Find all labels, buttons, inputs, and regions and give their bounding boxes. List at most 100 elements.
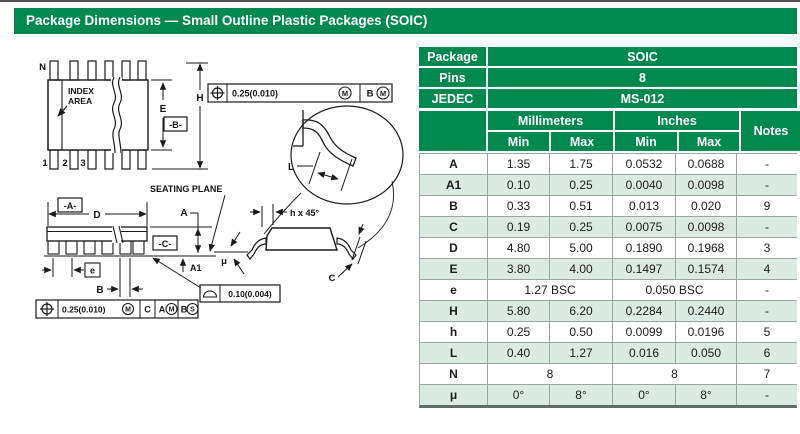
- top-divider: [0, 0, 800, 2]
- value-cell: 1.75: [550, 154, 612, 174]
- note-cell: -: [737, 301, 797, 321]
- end-view: h x 45° μ C: [214, 204, 367, 284]
- value-cell: 8°: [550, 385, 612, 405]
- value-cell: 0.050: [676, 343, 736, 363]
- note-cell: 6: [737, 343, 797, 363]
- fcf-bottom-mmc2: M: [169, 307, 175, 314]
- value-cell: 0.0532: [613, 154, 675, 174]
- table-row: Pins 8: [419, 68, 797, 87]
- value-cell: 0.25: [550, 217, 612, 237]
- table-row: Package SOIC: [419, 47, 797, 66]
- label-h45: h x 45°: [290, 208, 320, 218]
- label-pin1: 1: [42, 158, 48, 169]
- fcf-bottom-datum-c: C: [144, 305, 151, 315]
- page-title: Package Dimensions — Small Outline Plast…: [14, 8, 797, 34]
- note-cell: 3: [737, 238, 797, 258]
- value-cell: 0.1574: [676, 259, 736, 279]
- label-area: AREA: [68, 96, 92, 106]
- header-mm-max: Max: [551, 132, 613, 151]
- fcf-bottom-datum-b: B: [181, 305, 188, 315]
- value-cell: 0°: [488, 385, 549, 405]
- dimensions-table: Package SOIC Pins 8 JEDEC MS-012 Millime…: [419, 47, 800, 408]
- label-e-dim: E: [160, 104, 167, 115]
- label-mu: μ: [221, 256, 227, 267]
- value-cell: 0.0196: [676, 322, 736, 342]
- value-cell: 8°: [676, 385, 736, 405]
- value-cell: 4.80: [488, 238, 549, 258]
- value-cell: 0.51: [550, 196, 612, 216]
- dim-cell: A: [420, 154, 487, 174]
- dim-cell: B: [420, 196, 487, 216]
- value-cell: 0.1890: [613, 238, 675, 258]
- value-cell: 0.1968: [676, 238, 736, 258]
- index-area: [47, 79, 63, 151]
- value-cell: 0.013: [613, 196, 675, 216]
- header-notes: Notes: [741, 111, 800, 151]
- pins-value: 8: [488, 68, 797, 87]
- dim-cell: H: [420, 301, 487, 321]
- value-cell: 0.25: [550, 175, 612, 195]
- label-d-dim: D: [93, 210, 100, 221]
- top-view: N INDEX AREA 1 2 3 E -B- H: [39, 60, 208, 170]
- value-cell: 0.33: [488, 196, 549, 216]
- dim-cell: N: [420, 364, 487, 384]
- value-cell: 0.0098: [676, 175, 736, 195]
- label-n: N: [39, 62, 46, 73]
- value-cell-span: 8: [488, 364, 612, 384]
- value-cell: 0.0098: [676, 217, 736, 237]
- value-cell: 1.35: [488, 154, 549, 174]
- note-cell: 9: [737, 196, 797, 216]
- value-cell: 0.016: [613, 343, 675, 363]
- note-cell: -: [737, 154, 797, 174]
- header-corner: [419, 111, 486, 151]
- jedec-value: MS-012: [488, 89, 797, 108]
- table-row: JEDEC MS-012: [419, 89, 797, 108]
- note-cell: -: [737, 217, 797, 237]
- dim-cell: C: [420, 217, 487, 237]
- value-cell: 0.1497: [613, 259, 675, 279]
- label-pin2: 2: [62, 158, 67, 169]
- header-in-min: Min: [615, 132, 677, 151]
- label-pin3: 3: [80, 158, 85, 169]
- value-cell: 0.2440: [676, 301, 736, 321]
- value-cell: 0.0075: [613, 217, 675, 237]
- dim-cell: e: [420, 280, 487, 300]
- dim-cell: D: [420, 238, 487, 258]
- profile-symbol: [202, 290, 218, 298]
- label-e-pitch: e: [90, 266, 95, 276]
- position-symbol: [210, 86, 225, 100]
- header-millimeters: Millimeters: [488, 111, 613, 130]
- label-l-dim: L: [288, 162, 294, 173]
- value-cell: 1.27: [550, 343, 612, 363]
- note-cell: 4: [737, 259, 797, 279]
- value-cell: 0°: [613, 385, 675, 405]
- note-cell: -: [737, 175, 797, 195]
- value-cell-span: 0.050 BSC: [613, 280, 736, 300]
- fcf-bottom-mmc1: M: [125, 307, 131, 314]
- note-cell: -: [737, 385, 797, 405]
- fcf-bottom: 0.25(0.010) M C A M B S: [35, 299, 199, 319]
- value-cell: 0.40: [488, 343, 549, 363]
- fcf-top-mmc1: M: [342, 89, 348, 98]
- flatness-tolerance: 0.10(0.004): [228, 289, 272, 299]
- dim-cell: h: [420, 322, 487, 342]
- label-a-dim: A: [180, 208, 187, 219]
- label-index: INDEX: [68, 86, 94, 96]
- fcf-bottom-lmc: S: [190, 307, 195, 314]
- header-mm-min: Min: [488, 132, 549, 151]
- label-b-dim: B: [96, 285, 103, 296]
- fcf-top-tolerance: 0.25(0.010): [232, 89, 278, 99]
- fcf-bottom-tolerance: 0.25(0.010): [62, 305, 106, 315]
- value-cell: 0.2284: [613, 301, 675, 321]
- datum-b: -B-: [169, 120, 182, 130]
- label-seating-plane: SEATING PLANE: [150, 184, 222, 194]
- fcf-flatness: 0.10(0.004): [199, 284, 281, 303]
- note-cell: -: [737, 280, 797, 300]
- datum-c: -C-: [159, 239, 172, 249]
- dim-cell: L: [420, 343, 487, 363]
- dim-cell: μ: [420, 385, 487, 405]
- package-label: Package: [419, 47, 486, 66]
- lead-detail-view: L: [263, 105, 404, 249]
- value-cell: 0.25: [488, 322, 549, 342]
